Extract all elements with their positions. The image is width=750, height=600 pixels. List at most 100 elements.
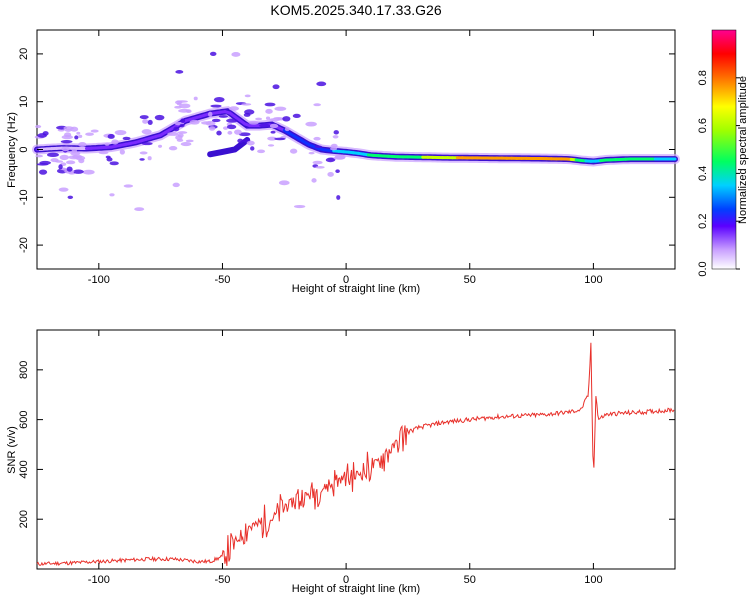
snr-axes: -100 -50 0 50 100 200 400 600 800 bbox=[18, 330, 675, 586]
spectrogram-speckle bbox=[158, 144, 163, 148]
spectrogram-speckle bbox=[269, 123, 279, 129]
spectrogram-speckle bbox=[270, 130, 276, 134]
spectrogram-speckle bbox=[308, 151, 315, 155]
spectrogram-speckle bbox=[134, 207, 145, 212]
spectrogram-speckle bbox=[293, 204, 306, 209]
snr-series-line bbox=[36, 342, 675, 567]
spectrogram-speckle bbox=[173, 126, 180, 132]
spectrogram-speckle bbox=[208, 111, 213, 117]
snr-xtick-label: 100 bbox=[584, 574, 602, 586]
spectrogram-speckle bbox=[177, 131, 188, 134]
spectrogram-speckle bbox=[335, 169, 340, 173]
spectrogram-speckle bbox=[109, 161, 119, 166]
spectrogram-speckle bbox=[141, 142, 153, 146]
spectrogram-speckle bbox=[243, 112, 251, 117]
spectrogram-speckle bbox=[284, 127, 290, 132]
spectrogram-xtick-label: 100 bbox=[584, 274, 602, 286]
spectrogram-speckle bbox=[176, 102, 182, 106]
spectrogram-speckle bbox=[264, 102, 276, 107]
spectrogram-speckle bbox=[60, 140, 73, 144]
spectrogram-speckle bbox=[314, 145, 323, 149]
spectrogram-speckle bbox=[154, 114, 165, 121]
spectrogram-speckle bbox=[228, 106, 240, 111]
spectrogram-speckle bbox=[180, 118, 186, 123]
spectrogram-xtick-label: 50 bbox=[464, 274, 476, 286]
spectrogram-speckle bbox=[193, 96, 198, 101]
spectrogram-speckle bbox=[311, 178, 317, 183]
spectrogram-speckle bbox=[147, 119, 153, 125]
colorbar-gradient bbox=[711, 29, 737, 270]
spectrogram-speckle bbox=[76, 131, 81, 135]
spectrogram-speckle bbox=[226, 118, 238, 123]
spectrogram-speckle bbox=[141, 129, 152, 135]
spectrogram-speckle bbox=[104, 142, 110, 146]
spectrogram-speckle bbox=[142, 119, 149, 124]
colorbar-tick-label: 0.6 bbox=[697, 118, 709, 133]
spectrogram-speckle bbox=[267, 144, 275, 147]
spectrogram-speckle bbox=[274, 106, 287, 111]
spectrogram-speckle bbox=[66, 166, 73, 172]
spectrogram-speckle bbox=[47, 152, 59, 158]
spectrogram-speckle bbox=[175, 70, 184, 74]
colorbar-label: Normalized spectral amplitude bbox=[737, 76, 749, 224]
snr-marks bbox=[36, 342, 675, 567]
spectrogram-speckle bbox=[334, 154, 346, 160]
spectrogram-speckle bbox=[58, 187, 69, 192]
spectrogram-ylabel: Frequency (Hz) bbox=[6, 112, 18, 188]
snr-ytick-label: 200 bbox=[18, 510, 30, 528]
snr-ytick-label: 400 bbox=[18, 460, 30, 478]
spectrogram-speckle bbox=[119, 149, 125, 155]
spectrogram-speckle bbox=[167, 131, 179, 136]
spectrogram-speckle bbox=[168, 146, 178, 151]
spectrogram-speckle bbox=[38, 169, 48, 175]
spectrogram-speckle bbox=[64, 132, 72, 138]
spectrogram-speckle bbox=[59, 154, 69, 161]
spectrogram-speckle bbox=[211, 118, 221, 123]
spectrogram-speckle bbox=[234, 129, 242, 135]
spectrogram-speckle bbox=[330, 147, 338, 151]
spectrogram-speckle bbox=[327, 171, 334, 177]
colorbar-tick-label: 0.2 bbox=[697, 214, 709, 229]
spectrogram-speckle bbox=[292, 113, 301, 119]
spectrogram-speckle bbox=[74, 135, 79, 140]
spectrogram-speckle bbox=[61, 146, 70, 152]
spectrogram-speckle bbox=[226, 124, 237, 130]
spectrogram-speckle bbox=[244, 94, 251, 98]
spectrogram-speckle bbox=[78, 158, 85, 164]
spectrogram-speckle bbox=[325, 157, 336, 163]
spectrogram-ytick-label: -10 bbox=[18, 189, 30, 205]
spectrogram-speckle bbox=[265, 116, 271, 120]
spectrogram-speckle bbox=[67, 195, 74, 199]
spectrogram-speckle bbox=[63, 126, 74, 130]
spectrogram-speckle bbox=[106, 157, 113, 162]
colorbar-ticks: 0.0 0.2 0.4 0.6 0.8 bbox=[697, 70, 740, 277]
snr-ytick-label: 800 bbox=[18, 361, 30, 379]
snr-xtick-label: 50 bbox=[464, 574, 476, 586]
spectrogram-speckle bbox=[58, 164, 63, 170]
spectrogram-speckle bbox=[265, 108, 273, 114]
spectrogram-speckle bbox=[42, 131, 49, 136]
spectrogram-speckle bbox=[267, 136, 277, 141]
spectrogram-speckle bbox=[122, 136, 131, 141]
spectrogram-speckle bbox=[62, 142, 71, 146]
spectrogram-speckle bbox=[178, 108, 190, 113]
spectrogram-speckle bbox=[257, 149, 266, 154]
spectrogram-speckle bbox=[272, 84, 280, 90]
spectrogram-speckle bbox=[114, 129, 127, 136]
spectrogram-speckle bbox=[78, 142, 87, 148]
spectrogram-speckle bbox=[208, 126, 216, 131]
spectrogram-speckle bbox=[332, 135, 339, 139]
spectrogram-speckle bbox=[175, 134, 183, 141]
snr-xtick-label: -100 bbox=[88, 574, 110, 586]
spectrogram-speckle bbox=[313, 136, 321, 141]
spectrogram-speckle bbox=[248, 120, 259, 125]
spectrogram-speckle bbox=[185, 139, 194, 143]
spectrogram-speckle bbox=[70, 151, 81, 156]
spectrogram-speckle bbox=[172, 182, 180, 188]
spectrogram-speckle bbox=[176, 100, 188, 103]
spectrogram-speckle bbox=[65, 160, 76, 165]
spectrogram-speckle bbox=[139, 151, 148, 155]
spectrogram-speckle bbox=[107, 134, 115, 139]
colorbar-tick-label: 0.8 bbox=[697, 70, 709, 85]
